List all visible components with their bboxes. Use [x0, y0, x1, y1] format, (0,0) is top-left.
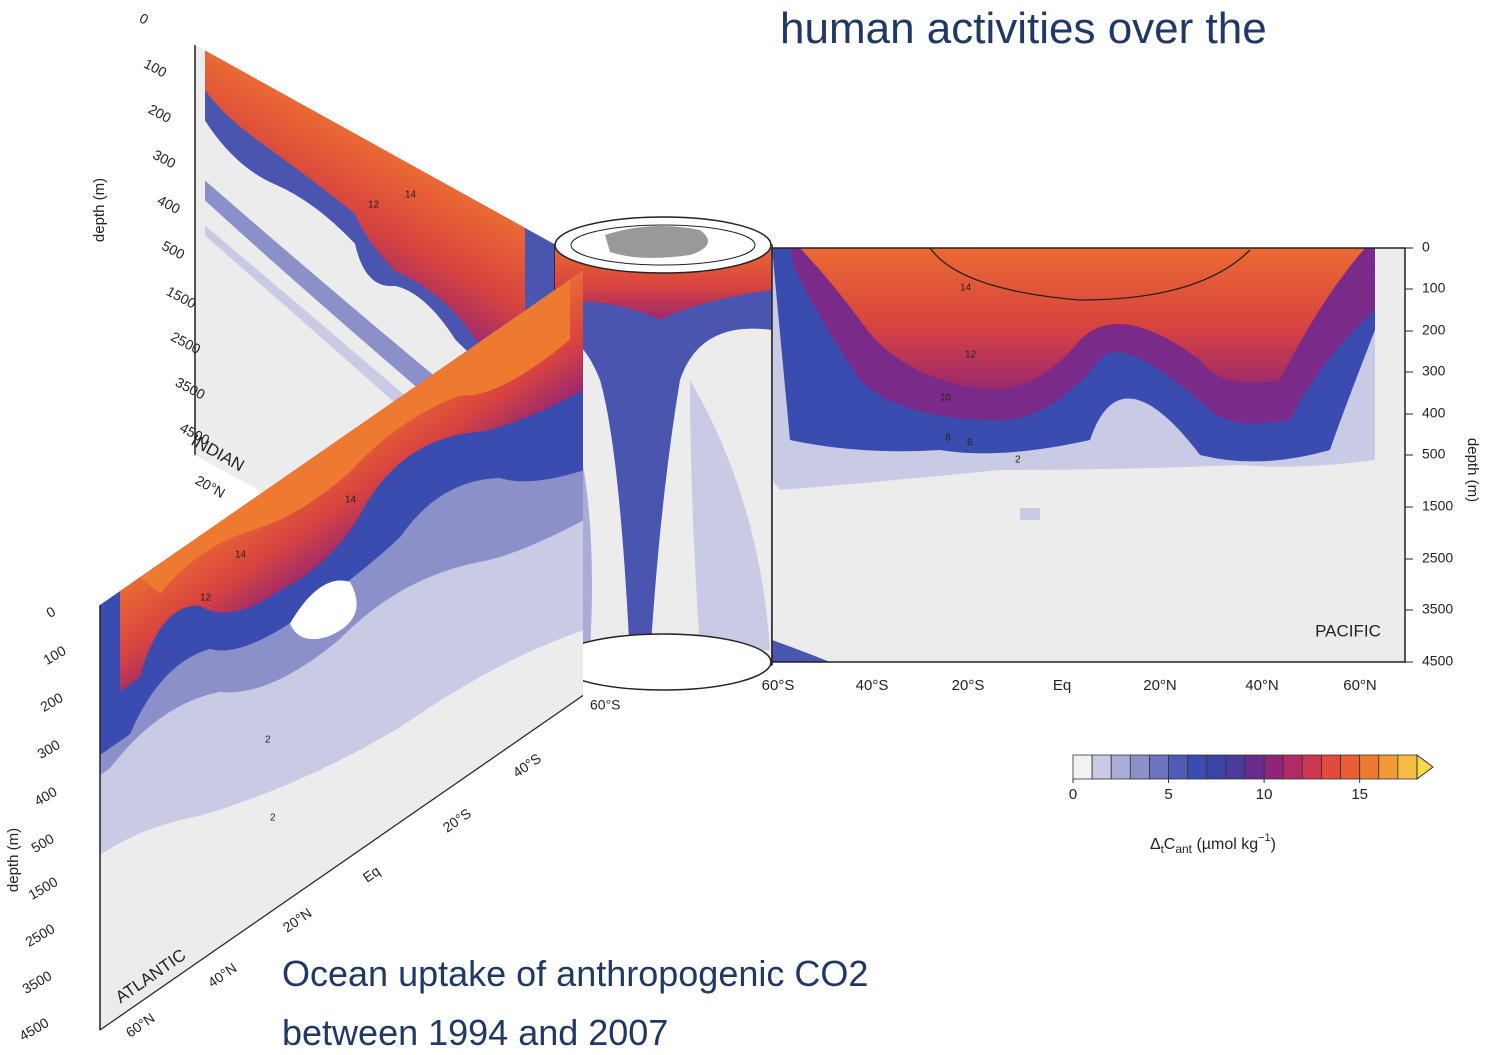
depth-tick-label: 0	[137, 10, 152, 28]
colorbar-tick-label: 0	[1069, 786, 1077, 803]
colorbar-swatch	[1302, 755, 1321, 779]
contour-label: 2	[265, 735, 271, 746]
colorbar-label-part: (µmol kg	[1192, 836, 1258, 853]
depth-tick-label: 100	[40, 642, 68, 668]
lat-tick-label: 20°N	[1143, 677, 1177, 694]
depth-tick-label: 2500	[22, 920, 57, 950]
contour-label: 12	[965, 350, 977, 361]
colorbar-swatch	[1321, 755, 1340, 779]
lat-tick-label: 20°S	[952, 677, 985, 694]
depth-tick-label: 3500	[1422, 601, 1453, 617]
colorbar-tick-label: 5	[1164, 786, 1172, 803]
depth-tick-label: 100	[141, 55, 169, 80]
lat-tick-label: 40°N	[1245, 677, 1279, 694]
depth-tick-label: 400	[1422, 405, 1446, 421]
depth-tick-label: 2500	[1422, 550, 1453, 566]
lat-tick-label: 40°S	[856, 677, 889, 694]
cylinder	[555, 217, 772, 690]
colorbar-swatch	[1341, 755, 1360, 779]
lat-tick-label: Eq	[360, 863, 383, 886]
figure: 051015ΔtCant (µmol kg−1) 010020030040050…	[0, 0, 1489, 1055]
colorbar-swatch	[1264, 755, 1283, 779]
colorbar-label-part: −1	[1258, 832, 1271, 844]
lat-tick-label: 20°S	[440, 805, 474, 836]
colorbar: 0 5 10 15 ΔtCant (µmol kg−1)	[1069, 755, 1433, 856]
colorbar-swatch	[1149, 755, 1168, 779]
depth-tick-label: 1500	[164, 283, 199, 312]
lat-tick-label: 60°N	[1343, 677, 1377, 694]
lat-tick-label: 40°N	[205, 960, 240, 991]
depth-tick-label: 100	[1422, 280, 1446, 296]
colorbar-swatch	[1092, 755, 1111, 779]
colorbar-swatch	[1169, 755, 1188, 779]
lat-tick-label: 20°N	[280, 905, 315, 936]
contour-label: 12	[200, 593, 212, 604]
depth-tick-label: 1500	[1422, 498, 1453, 514]
depth-tick-label: 300	[34, 736, 62, 762]
depth-tick-label: 0	[43, 603, 58, 621]
contour-label: 2	[270, 813, 276, 824]
depth-tick-label: 300	[1422, 363, 1446, 379]
colorbar-label-part: )	[1271, 836, 1276, 853]
depth-tick-label: 200	[146, 101, 174, 126]
depth-tick-label: 400	[155, 192, 183, 217]
depth-tick-label: 0	[1422, 239, 1430, 255]
colorbar-label-part: Δ	[1150, 836, 1161, 853]
contour-label: 14	[235, 550, 247, 561]
depth-tick-label: 400	[31, 783, 59, 809]
colorbar-label-part: ant	[1175, 842, 1192, 856]
colorbar-swatch	[1207, 755, 1226, 779]
depth-tick-label: 300	[150, 146, 178, 171]
depth-tick-label: 4500	[16, 1014, 51, 1044]
colorbar-swatch	[1398, 755, 1417, 779]
caption-line: between 1994 and 2007	[282, 1012, 668, 1054]
contour-label: 12	[368, 200, 380, 211]
depth-tick-label: 500	[28, 830, 56, 856]
contour-label: 2	[1015, 455, 1021, 466]
contour-label: 8	[945, 433, 951, 444]
panel-label: PACIFIC	[1315, 621, 1381, 640]
depth-tick-label: 4500	[1422, 653, 1453, 669]
axis-label: depth (m)	[1464, 438, 1481, 502]
depth-tick-label: 1500	[25, 873, 60, 903]
colorbar-swatch	[1188, 755, 1207, 779]
colorbar-arrow	[1417, 755, 1433, 779]
lat-tick-label: 60°N	[123, 1010, 158, 1041]
contour-label: 14	[405, 190, 417, 201]
depth-tick-label: 200	[1422, 322, 1446, 338]
contour-label: 14	[960, 283, 972, 294]
colorbar-swatch	[1283, 755, 1302, 779]
colorbar-swatch	[1360, 755, 1379, 779]
colorbar-tick-label: 10	[1256, 786, 1273, 803]
depth-tick-label: 500	[1422, 446, 1446, 462]
contour-label: 14	[345, 495, 357, 506]
contour-label: 10	[940, 393, 952, 404]
pacific-panel	[772, 248, 1405, 662]
axis-label: depth (m)	[5, 828, 22, 892]
lat-tick-label: 60°S	[590, 697, 621, 713]
colorbar-swatch	[1245, 755, 1264, 779]
colorbar-tick-label: 15	[1351, 786, 1368, 803]
lat-tick-label: 40°S	[510, 750, 544, 781]
contour-label: 6	[967, 438, 973, 449]
depth-tick-label: 500	[159, 237, 187, 262]
lat-tick-label: 60°S	[762, 677, 795, 694]
colorbar-label: ΔtCant (µmol kg−1)	[1150, 832, 1276, 856]
colorbar-swatch	[1226, 755, 1245, 779]
slide: 051015ΔtCant (µmol kg−1) 010020030040050…	[0, 0, 1489, 1055]
slide-title: human activities over the	[780, 4, 1267, 54]
lat-tick-label: Eq	[1053, 677, 1071, 694]
depth-tick-label: 3500	[19, 967, 54, 997]
lat-tick-label: 20°N	[193, 472, 228, 501]
colorbar-swatch	[1130, 755, 1149, 779]
caption-line: Ocean uptake of anthropogenic CO2	[282, 953, 868, 995]
depth-tick-label: 200	[37, 689, 65, 715]
colorbar-swatch	[1111, 755, 1130, 779]
colorbar-label-part: C	[1164, 836, 1176, 853]
colorbar-swatch	[1073, 755, 1092, 779]
colorbar-swatch	[1379, 755, 1398, 779]
axis-label: depth (m)	[91, 178, 108, 242]
